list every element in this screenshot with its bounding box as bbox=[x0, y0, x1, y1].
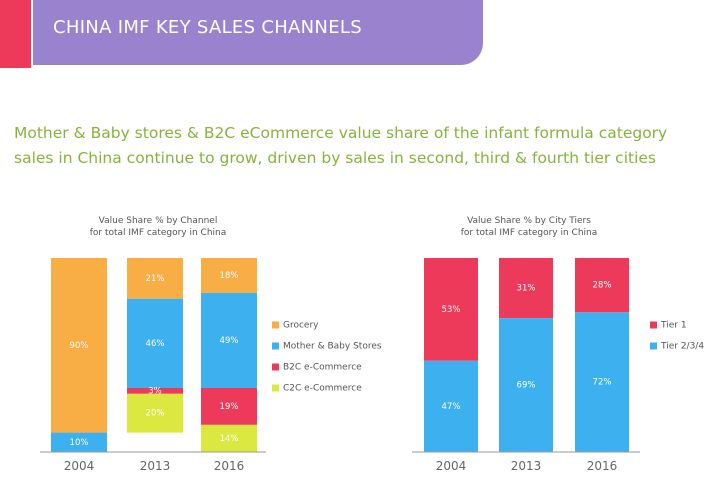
page-title: CHINA IMF KEY SALES CHANNELS bbox=[53, 17, 362, 38]
channel-chart-title-line-2: for total IMF category in China bbox=[89, 228, 227, 238]
header-bar bbox=[33, 0, 483, 65]
channel-legend-swatch-2 bbox=[272, 342, 279, 350]
channel-legend-label-4: C2C e-Commerce bbox=[283, 384, 362, 394]
channel-chart-title: Value Share % by Channel for total IMF c… bbox=[48, 215, 268, 239]
city-tier-bar-2004-1 bbox=[424, 258, 478, 361]
city-tier-bar-2016-2 bbox=[575, 312, 629, 452]
city-tier-chart-title: Value Share % by City Tiers for total IM… bbox=[419, 215, 639, 239]
channel-bar-2016-2 bbox=[201, 292, 257, 388]
channel-data-label-2004-1: 90% bbox=[70, 341, 89, 351]
city-tier-data-label-2004-1: 53% bbox=[442, 305, 461, 315]
city-tier-x-tick-2016: 2016 bbox=[587, 459, 618, 473]
city-tier-data-label-2016-1: 28% bbox=[593, 281, 612, 291]
city-tier-chart-title-line-1: Value Share % by City Tiers bbox=[467, 216, 591, 226]
channel-bar-2004-1 bbox=[51, 258, 107, 433]
channel-data-label-2016-2: 49% bbox=[220, 336, 239, 346]
channel-legend-swatch-1 bbox=[272, 321, 279, 329]
channel-legend-label-3: B2C e-Commerce bbox=[283, 363, 362, 373]
channel-legend-label-1: Grocery bbox=[283, 321, 319, 331]
channel-bar-2013-2 bbox=[127, 298, 183, 388]
channel-chart-title-line-1: Value Share % by Channel bbox=[98, 216, 218, 226]
city-tier-bar-2013-2 bbox=[499, 318, 553, 452]
channel-data-label-2013-3: 3% bbox=[148, 386, 162, 396]
channel-bar-2013-3 bbox=[127, 387, 183, 394]
channel-x-tick-2013: 2013 bbox=[140, 459, 171, 473]
channel-data-label-2013-4: 20% bbox=[146, 409, 165, 419]
city-tier-data-label-2016-2: 72% bbox=[593, 378, 612, 388]
channel-bar-2016-1 bbox=[201, 258, 257, 293]
city-tier-data-label-2013-1: 31% bbox=[517, 284, 536, 294]
city-tier-data-label-2013-2: 69% bbox=[517, 381, 536, 391]
channel-bar-2016-4 bbox=[201, 424, 257, 452]
city-tier-bar-2016-1 bbox=[575, 258, 629, 313]
city-tier-data-label-2004-2: 47% bbox=[442, 402, 461, 412]
city-tier-x-tick-2004: 2004 bbox=[436, 459, 467, 473]
headline: Mother & Baby stores & B2C eCommerce val… bbox=[14, 121, 704, 171]
city-tier-legend-label-2: Tier 2/3/4 bbox=[660, 342, 704, 352]
channel-data-label-2016-1: 18% bbox=[220, 271, 239, 281]
header-accent-bar bbox=[0, 0, 31, 68]
channel-data-label-2013-1: 21% bbox=[146, 274, 165, 284]
headline-line-2: sales in China continue to grow, driven … bbox=[14, 149, 656, 167]
city-tier-x-tick-2013: 2013 bbox=[511, 459, 542, 473]
city-tier-legend-label-1: Tier 1 bbox=[660, 321, 687, 331]
channel-data-label-2004-2: 10% bbox=[70, 438, 89, 448]
channel-bar-2013-4 bbox=[127, 393, 183, 433]
city-tier-bar-2004-2 bbox=[424, 360, 478, 452]
channel-data-label-2013-2: 46% bbox=[146, 339, 165, 349]
channel-bar-2013-1 bbox=[127, 258, 183, 299]
city-tier-bar-2013-1 bbox=[499, 258, 553, 319]
channel-data-label-2016-4: 14% bbox=[220, 434, 239, 444]
channel-legend-swatch-3 bbox=[272, 363, 279, 371]
channel-data-label-2016-3: 19% bbox=[220, 402, 239, 412]
city-tier-legend-swatch-2 bbox=[650, 342, 657, 350]
city-tier-chart-title-line-2: for total IMF category in China bbox=[460, 228, 598, 238]
headline-line-1: Mother & Baby stores & B2C eCommerce val… bbox=[14, 124, 668, 142]
channel-x-tick-2016: 2016 bbox=[214, 459, 245, 473]
city-tier-legend-swatch-1 bbox=[650, 321, 657, 329]
channel-x-tick-2004: 2004 bbox=[64, 459, 95, 473]
channel-bar-2004-2 bbox=[51, 432, 107, 452]
channel-legend-swatch-4 bbox=[272, 384, 279, 392]
channel-legend-label-2: Mother & Baby Stores bbox=[283, 342, 382, 352]
channel-bar-2016-3 bbox=[201, 387, 257, 425]
